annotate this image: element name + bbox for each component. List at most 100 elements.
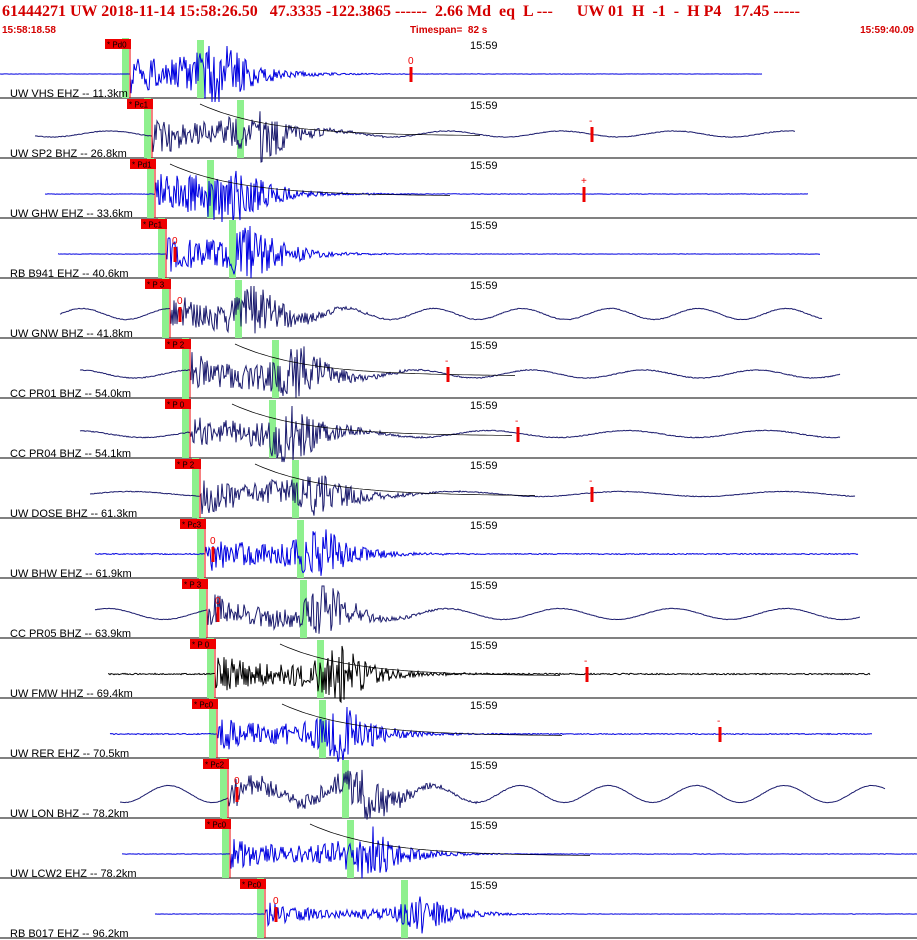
pick-tag[interactable] <box>165 399 191 409</box>
coda-fit-curve <box>309 823 590 856</box>
minute-label: 15:59 <box>470 640 498 652</box>
station-label: CC PR04 BHZ -- 54.1km <box>10 448 131 460</box>
waveform <box>154 896 917 934</box>
polarity-marker-label: - <box>584 656 587 667</box>
p-window-marker <box>207 638 214 698</box>
polarity-marker-label: 0 <box>177 296 183 307</box>
s-window-marker <box>197 40 204 98</box>
polarity-marker[interactable] <box>585 667 589 682</box>
minute-label: 15:59 <box>470 820 498 832</box>
polarity-marker[interactable] <box>516 427 520 442</box>
minute-label: 15:59 <box>470 880 498 892</box>
p-window-marker <box>197 518 204 578</box>
waveform <box>94 529 859 576</box>
polarity-marker-label: 0 <box>172 236 178 247</box>
polarity-marker[interactable] <box>274 907 278 922</box>
pick-tag-label: * P 0 <box>192 641 210 650</box>
timespan-label: Timespan= 82 s <box>410 25 488 36</box>
station-label: RB B017 EHZ -- 96.2km <box>10 928 129 940</box>
polarity-marker[interactable] <box>409 67 413 82</box>
p-window-marker <box>220 758 227 818</box>
station-label: UW LON BHZ -- 78.2km <box>10 808 129 820</box>
p-window-marker <box>162 278 169 338</box>
coda-fit-curve <box>254 463 535 496</box>
pick-tag[interactable] <box>205 819 231 829</box>
station-label: UW LCW2 EHZ -- 78.2km <box>10 868 137 880</box>
waveform <box>120 769 886 820</box>
pick-tag[interactable] <box>175 459 201 469</box>
polarity-marker-label: 0 <box>234 776 240 787</box>
pick-tag[interactable] <box>192 699 218 709</box>
pick-tag[interactable] <box>182 579 208 589</box>
polarity-marker-label: 0 <box>408 56 414 67</box>
p-window-marker <box>122 38 129 98</box>
pick-tag-label: * Pc1 <box>143 221 163 230</box>
pick-tag[interactable] <box>165 339 191 349</box>
polarity-marker[interactable] <box>211 547 215 562</box>
pick-tag[interactable] <box>203 759 229 769</box>
polarity-marker-label: 0 <box>210 536 216 547</box>
pick-tag[interactable] <box>105 39 131 49</box>
minute-label: 15:59 <box>470 460 498 472</box>
p-window-marker <box>257 878 264 938</box>
station-label: UW VHS EHZ -- 11.3km <box>10 88 128 100</box>
polarity-marker-label: 0 <box>273 896 279 907</box>
polarity-marker[interactable] <box>173 247 177 262</box>
pick-tag-label: * P 2 <box>177 461 195 470</box>
polarity-marker-label: + <box>581 176 587 187</box>
station-label: RB B941 EHZ -- 40.6km <box>10 268 129 280</box>
pick-tag-label: * Pd1 <box>132 161 152 170</box>
minute-label: 15:59 <box>470 40 498 52</box>
pick-tag-label: * P 0 <box>167 401 185 410</box>
minute-label: 15:59 <box>470 160 498 172</box>
coda-fit-curve <box>234 343 515 376</box>
minute-label: 15:59 <box>470 580 498 592</box>
p-window-marker <box>144 98 151 158</box>
waveform <box>44 170 808 223</box>
p-window-marker <box>222 818 229 878</box>
polarity-marker-label: - <box>515 416 518 427</box>
s-window-marker <box>297 520 304 578</box>
start-time: 15:58:18.58 <box>2 25 56 36</box>
p-window-marker <box>182 398 189 458</box>
pick-tag[interactable] <box>240 879 266 889</box>
pick-tag[interactable] <box>130 159 156 169</box>
s-window-marker <box>342 760 349 818</box>
pick-tag[interactable] <box>141 219 167 229</box>
pick-tag-label: * P 3 <box>184 581 202 590</box>
event-title: 61444271 UW 2018-11-14 15:58:26.50 47.33… <box>2 3 800 20</box>
minute-label: 15:59 <box>470 340 498 352</box>
polarity-marker[interactable] <box>178 307 182 322</box>
s-window-marker <box>237 100 244 158</box>
waveform <box>108 645 871 704</box>
minute-label: 15:59 <box>470 400 498 412</box>
polarity-marker[interactable] <box>590 127 594 142</box>
pick-tag-label: * Pc1 <box>129 101 149 110</box>
polarity-marker[interactable] <box>446 367 450 382</box>
pick-tag[interactable] <box>145 279 171 289</box>
pick-tag[interactable] <box>180 519 206 529</box>
polarity-marker[interactable] <box>718 727 722 742</box>
end-time: 15:59:40.09 <box>860 25 914 36</box>
minute-label: 15:59 <box>470 760 498 772</box>
waveform <box>34 111 796 163</box>
waveform <box>0 45 763 103</box>
pick-tag[interactable] <box>190 639 216 649</box>
polarity-marker[interactable] <box>235 787 239 802</box>
p-window-marker <box>209 698 216 758</box>
waveform <box>94 585 861 634</box>
s-window-marker <box>272 340 279 398</box>
polarity-marker[interactable] <box>582 187 586 202</box>
coda-fit-curve <box>199 103 480 136</box>
polarity-marker[interactable] <box>216 607 220 622</box>
pick-tag-label: * Pc0 <box>194 701 214 710</box>
station-label: CC PR01 BHZ -- 54.0km <box>10 388 131 400</box>
waveform <box>89 475 856 516</box>
p-window-marker <box>158 218 165 278</box>
p-window-marker <box>147 158 154 218</box>
pick-tag[interactable] <box>127 99 153 109</box>
polarity-marker[interactable] <box>590 487 594 502</box>
station-label: UW FMW HHZ -- 69.4km <box>10 688 133 700</box>
coda-fit-curve <box>169 163 450 196</box>
